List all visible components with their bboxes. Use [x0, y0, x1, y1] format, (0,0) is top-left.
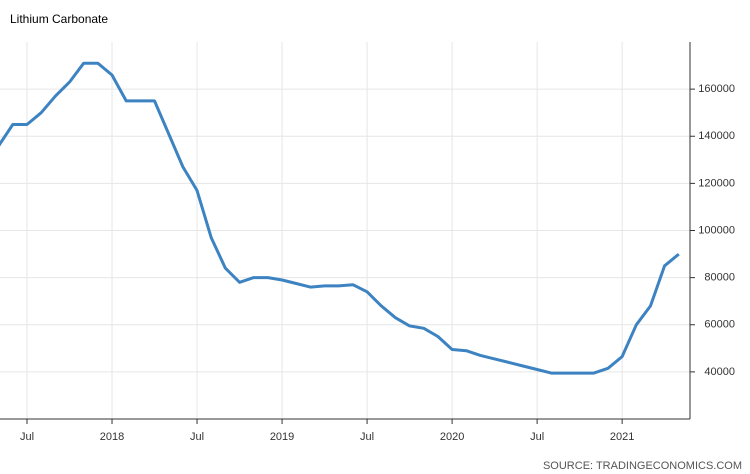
- chart-title: Lithium Carbonate: [10, 12, 108, 26]
- x-tick-label: 2019: [270, 431, 294, 443]
- y-tick-label: 120000: [698, 177, 735, 189]
- y-tick-label: 80000: [704, 272, 735, 284]
- data-line: [0, 61, 680, 375]
- y-tick-label: 100000: [698, 224, 735, 236]
- x-tick-label: Jul: [20, 431, 34, 443]
- x-tick-label: 2018: [100, 431, 124, 443]
- x-tick-label: 2021: [610, 431, 634, 443]
- x-tick-label: Jul: [190, 431, 204, 443]
- source: SOURCE: TRADINGECONOMICS.COM: [543, 460, 742, 472]
- x-tick-label: Jul: [530, 431, 544, 443]
- x-tick-label: 2020: [440, 431, 464, 443]
- x-tick-label: Jul: [360, 431, 374, 443]
- y-tick-label: 160000: [698, 83, 735, 95]
- y-tick-label: 140000: [698, 130, 735, 142]
- y-tick-label: 60000: [704, 319, 735, 331]
- y-tick-label: 40000: [704, 366, 735, 378]
